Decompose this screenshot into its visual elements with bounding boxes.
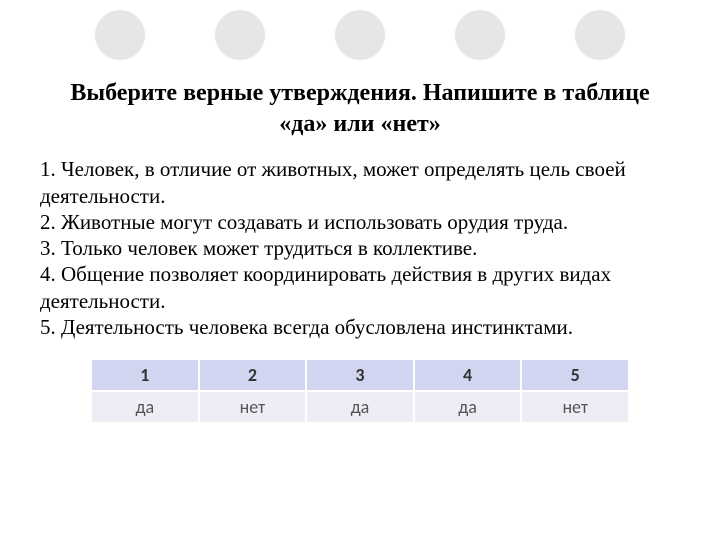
statement-item: 3. Только человек может трудиться в колл…: [40, 235, 680, 261]
table-header-cell: 4: [414, 359, 522, 391]
circle-icon: [455, 10, 505, 60]
circle-icon: [575, 10, 625, 60]
decorative-circles: [0, 0, 720, 68]
circle-icon: [215, 10, 265, 60]
statements-block: 1. Человек, в отличие от животных, может…: [0, 156, 720, 340]
answers-table-wrap: 1 2 3 4 5 да нет да да нет: [0, 340, 720, 424]
statement-item: 5. Деятельность человека всегда обусловл…: [40, 314, 680, 340]
table-cell: да: [91, 391, 199, 423]
statement-item: 1. Человек, в отличие от животных, может…: [40, 156, 680, 209]
table-cell: нет: [199, 391, 307, 423]
table-header-row: 1 2 3 4 5: [91, 359, 629, 391]
table-cell: да: [414, 391, 522, 423]
statement-item: 4. Общение позволяет координировать дейс…: [40, 261, 680, 314]
statement-item: 2. Животные могут создавать и использова…: [40, 209, 680, 235]
answers-table: 1 2 3 4 5 да нет да да нет: [90, 358, 630, 424]
table-header-cell: 5: [521, 359, 629, 391]
table-header-cell: 3: [306, 359, 414, 391]
circle-icon: [335, 10, 385, 60]
page-title: Выберите верные утверждения. Напишите в …: [0, 68, 720, 156]
table-row: да нет да да нет: [91, 391, 629, 423]
table-header-cell: 1: [91, 359, 199, 391]
table-cell: нет: [521, 391, 629, 423]
table-header-cell: 2: [199, 359, 307, 391]
circle-icon: [95, 10, 145, 60]
table-cell: да: [306, 391, 414, 423]
